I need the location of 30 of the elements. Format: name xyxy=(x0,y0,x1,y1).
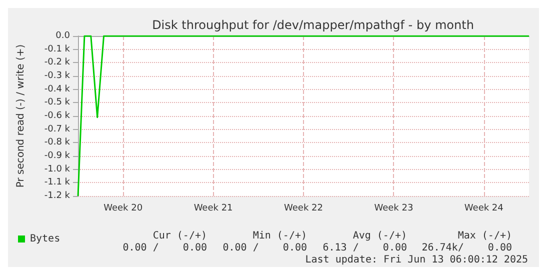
y-tick-label: -0.5 k xyxy=(44,98,71,108)
chart-title: Disk throughput for /dev/mapper/mpathgf - by month xyxy=(152,18,474,32)
y-tick-label: -1.1 k xyxy=(44,178,71,188)
x-tick-label: Week 23 xyxy=(374,204,414,214)
y-tick-label: -1.2 k xyxy=(44,191,71,201)
text: Avg (-/+) xyxy=(352,230,408,242)
y-tick-label: -0.4 k xyxy=(44,84,71,94)
x-tick-label: Week 22 xyxy=(284,204,323,214)
x-tick-label: Week 24 xyxy=(464,204,504,214)
y-tick-label: -0.8 k xyxy=(44,138,71,148)
y-tick-label: -0.3 k xyxy=(44,71,71,81)
x-tick-label: Week 20 xyxy=(104,204,143,214)
x-tick-label: Week 21 xyxy=(194,204,233,214)
y-axis-title: Pr second read (-) / write (+) xyxy=(16,44,26,188)
y-tick-label: -0.7 k xyxy=(44,124,71,134)
y-tick-label: -0.9 k xyxy=(44,151,71,161)
y-tick-label: -0.2 k xyxy=(44,58,71,68)
text: Min (-/+) xyxy=(252,230,308,242)
legend-label: Bytes xyxy=(30,234,60,244)
y-tick-label: -0.1 k xyxy=(44,44,71,54)
y-tick-label: -0.6 k xyxy=(44,111,71,121)
text: 0.00 / 0.00 xyxy=(122,242,208,254)
text: 6.13 / 0.00 xyxy=(322,242,408,254)
text: Max (-/+) xyxy=(458,230,512,242)
text: Last update: Fri Jun 13 06:00:12 2025 xyxy=(305,254,528,266)
text: 26.74k/ 0.00 xyxy=(422,242,512,254)
text: 0.00 / 0.00 xyxy=(222,242,308,254)
text: Cur (-/+) xyxy=(152,230,208,242)
y-tick-label: -1.0 k xyxy=(44,164,71,174)
y-tick-label: 0.0 xyxy=(56,31,70,41)
